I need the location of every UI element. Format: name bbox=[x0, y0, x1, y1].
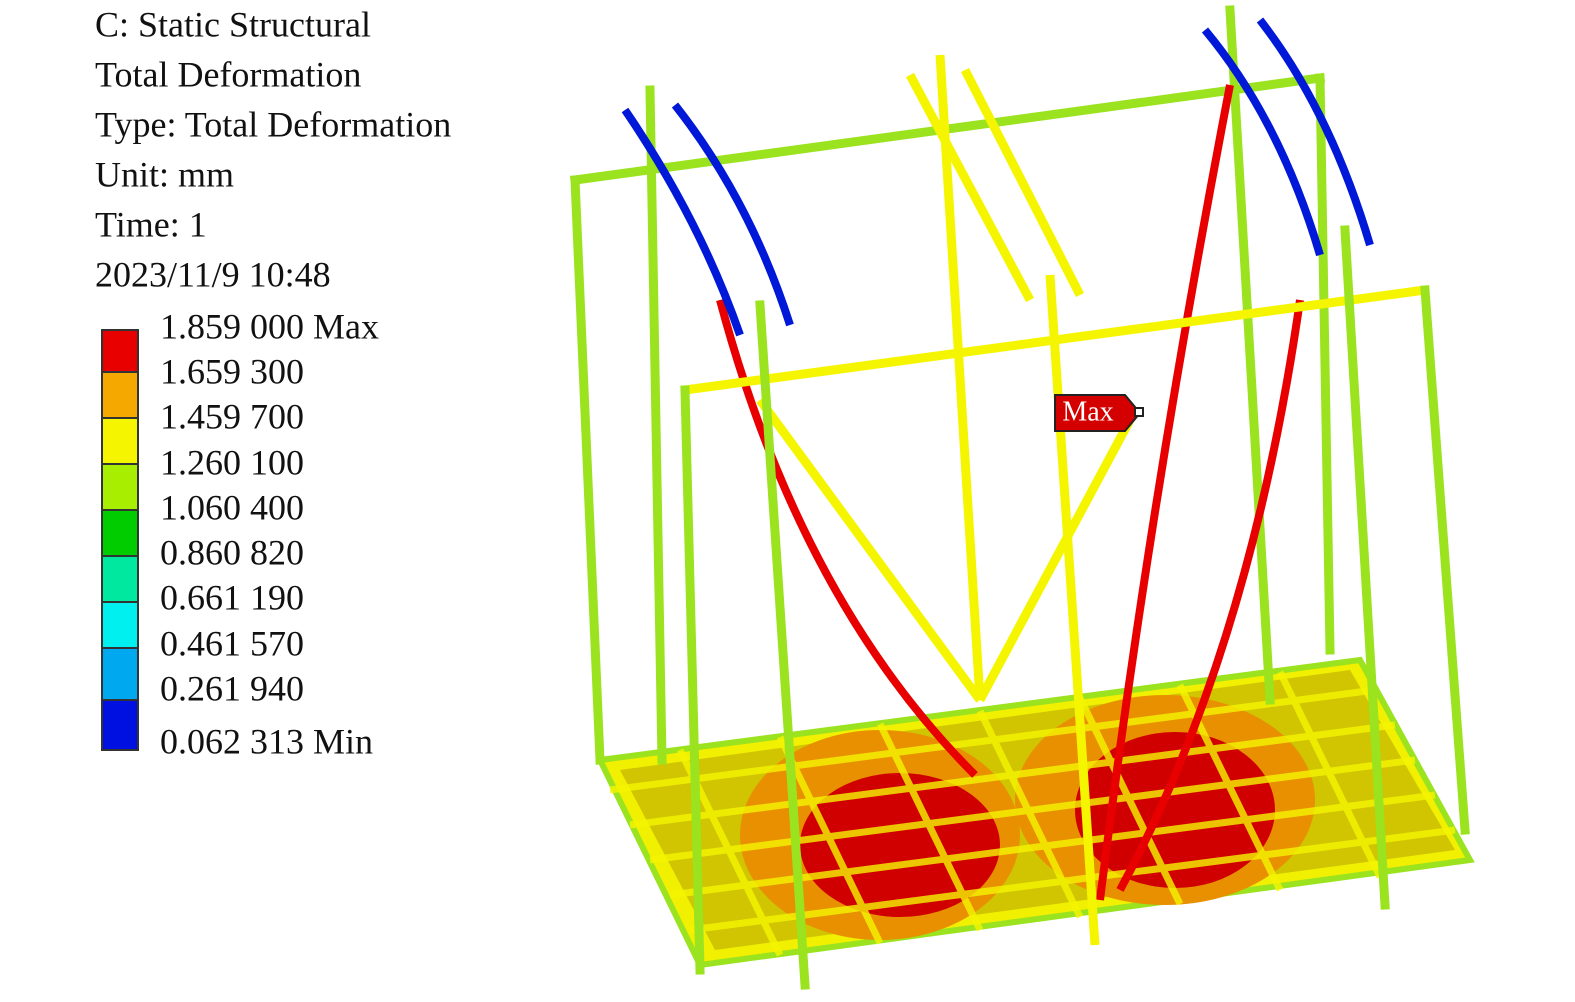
probe-label: Max bbox=[1062, 396, 1113, 427]
header-line: Time: 1 bbox=[95, 204, 207, 244]
legend-label: 0.661 190 bbox=[160, 577, 304, 617]
model: Max bbox=[569, 5, 1475, 990]
legend-bar bbox=[101, 329, 139, 751]
legend-label: 1.459 700 bbox=[160, 396, 304, 436]
legend-label: 0.860 820 bbox=[160, 532, 304, 572]
header-line: Unit: mm bbox=[95, 154, 234, 194]
legend-label: 0.461 570 bbox=[160, 623, 304, 663]
legend-label: 1.659 300 bbox=[160, 351, 304, 391]
legend-label: 1.060 400 bbox=[160, 487, 304, 527]
header-line: 2023/11/9 10:48 bbox=[95, 254, 331, 294]
legend-label: 1.859 000 Max bbox=[160, 306, 379, 346]
legend: 1.859 000 Max 1.659 300 1.459 700 1.260 100… bbox=[160, 306, 379, 761]
header-line: C: Static Structural bbox=[95, 4, 371, 44]
header: C: Static Structural Total Deformation Typ… bbox=[95, 4, 451, 294]
header-line: Type: Total Deformation bbox=[95, 104, 451, 144]
header-line: Total Deformation bbox=[95, 54, 361, 94]
legend-label: 0.062 313 Min bbox=[160, 721, 373, 761]
legend-label: 1.260 100 bbox=[160, 442, 304, 482]
legend-label: 0.261 940 bbox=[160, 668, 304, 708]
